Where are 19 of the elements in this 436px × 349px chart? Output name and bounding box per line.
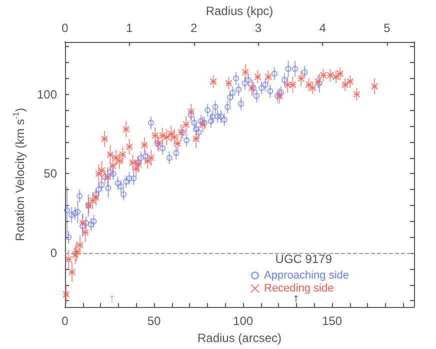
x-axis-title: Radius (arcsec) xyxy=(197,331,282,345)
y-tick-label: 50 xyxy=(44,166,58,181)
legend-title: UGC 9179 xyxy=(275,252,332,266)
x2-tick-label: 4 xyxy=(319,20,326,35)
x2-axis-title: Radius (kpc) xyxy=(206,4,274,18)
x-tick-label: 50 xyxy=(147,314,162,328)
x2-tick-label: 3 xyxy=(254,20,262,35)
x2-tick-label: 2 xyxy=(190,20,198,35)
y-tick-label: 100 xyxy=(36,87,58,102)
x-tick-label: 150 xyxy=(322,314,342,328)
y-tick-label: 0 xyxy=(50,246,58,260)
x2-tick-label: 1 xyxy=(126,20,134,35)
x2-tick-label: 0 xyxy=(62,20,69,35)
y-axis-title: Rotation Velocity (km s-1) xyxy=(12,108,28,242)
x-tick-label: 0 xyxy=(62,314,69,328)
x-tick-label: 100 xyxy=(233,314,254,328)
legend-label: Approaching side xyxy=(264,270,350,282)
annotation: ↑ xyxy=(109,291,115,305)
x2-tick-label: 5 xyxy=(384,20,391,35)
